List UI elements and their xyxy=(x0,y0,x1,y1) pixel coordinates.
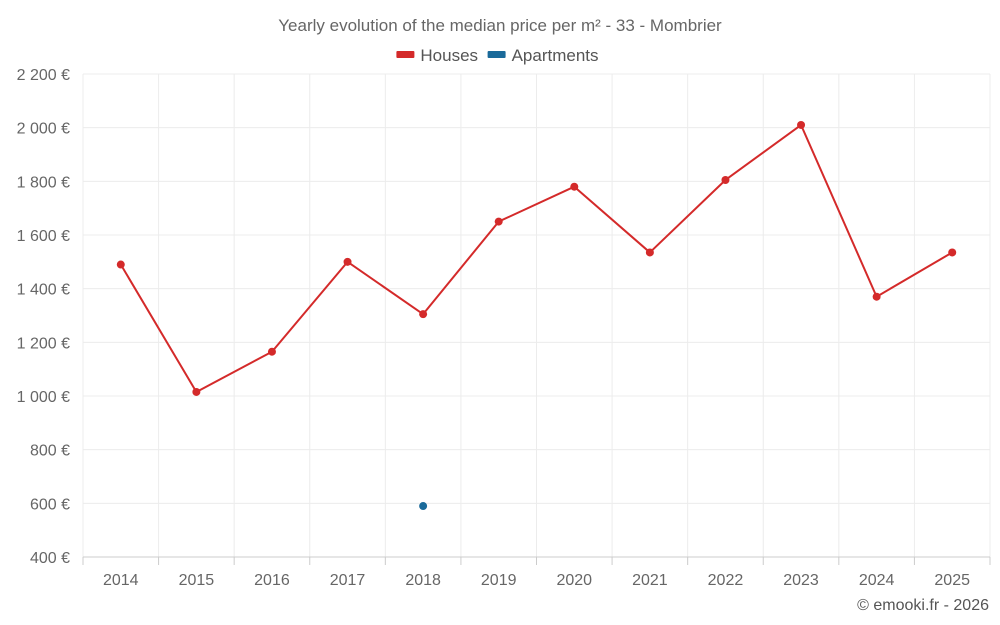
x-tick-label: 2022 xyxy=(708,572,744,589)
y-axis: 400 € 600 € 800 € 1 000 € 1 200 € 1 400 € 1 60… xyxy=(17,67,70,567)
data-point-houses xyxy=(192,387,201,396)
legend: Houses Apartments xyxy=(396,46,599,65)
x-tick-label: 2016 xyxy=(254,572,290,589)
data-point-houses xyxy=(948,248,957,257)
data-point-houses xyxy=(721,175,730,184)
data-point-houses xyxy=(797,120,806,129)
series-houses xyxy=(116,120,957,396)
data-point-houses xyxy=(872,292,881,301)
y-tick-label: 400 € xyxy=(30,550,70,567)
data-point-houses xyxy=(419,310,428,319)
x-tick-label: 2025 xyxy=(934,572,970,589)
x-tick-label: 2023 xyxy=(783,572,819,589)
y-tick-label: 1 200 € xyxy=(17,335,70,352)
data-point-houses xyxy=(267,347,276,356)
x-tick-label: 2020 xyxy=(556,572,592,589)
y-tick-label: 2 000 € xyxy=(17,121,70,138)
x-tick-label: 2015 xyxy=(179,572,215,589)
x-tick-label: 2019 xyxy=(481,572,517,589)
x-tick-label: 2018 xyxy=(405,572,441,589)
x-axis: 2014 2015 2016 2017 2018 2019 2020 2021 2022 2023… xyxy=(82,556,991,589)
data-point-houses xyxy=(570,182,579,191)
series-apartments xyxy=(419,502,428,511)
data-point-houses xyxy=(645,248,654,257)
y-tick-label: 800 € xyxy=(30,443,70,460)
data-point-houses xyxy=(343,257,352,266)
y-tick-label: 1 800 € xyxy=(17,174,70,191)
series-line-houses xyxy=(119,123,953,393)
y-tick-label: 2 200 € xyxy=(17,67,70,84)
y-tick-label: 1 400 € xyxy=(17,282,70,299)
series-group xyxy=(116,120,957,511)
data-point-houses xyxy=(494,217,503,226)
legend-label-apartments: Apartments xyxy=(512,46,599,65)
x-gridlines xyxy=(82,74,991,557)
credit-text: © emooki.fr - 2026 xyxy=(857,597,989,614)
x-tick-label: 2024 xyxy=(859,572,895,589)
x-tick-label: 2021 xyxy=(632,572,668,589)
chart-title: Yearly evolution of the median price per… xyxy=(278,16,722,35)
y-tick-label: 1 000 € xyxy=(17,389,70,406)
legend-swatch-apartments xyxy=(487,51,506,58)
data-point-houses xyxy=(116,260,125,269)
x-tick-label: 2014 xyxy=(103,572,139,589)
legend-swatch-houses xyxy=(396,51,415,58)
legend-label-houses: Houses xyxy=(420,46,478,65)
y-tick-label: 1 600 € xyxy=(17,228,70,245)
data-point-apartments xyxy=(419,502,428,511)
y-tick-label: 600 € xyxy=(30,496,70,513)
x-tick-label: 2017 xyxy=(330,572,366,589)
